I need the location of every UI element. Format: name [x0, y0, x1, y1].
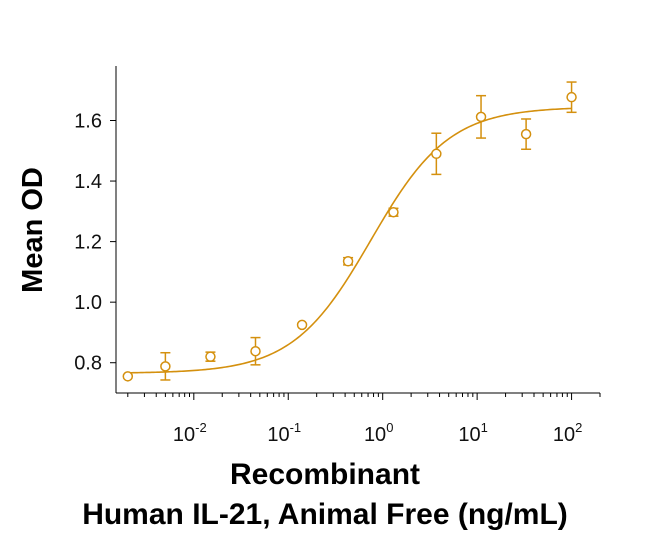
y-tick-label: 1.2: [74, 232, 102, 254]
data-point: [520, 118, 532, 151]
data-point: [122, 371, 134, 382]
x-axis-title-line2: Human IL-21, Animal Free (ng/mL): [82, 498, 568, 531]
data-point: [296, 319, 308, 331]
x-tick-label: 102: [553, 420, 582, 446]
data-point: [250, 336, 261, 366]
x-tick-label: 100: [364, 420, 393, 446]
x-axis-title-line1: Recombinant: [229, 458, 421, 491]
data-point: [475, 94, 487, 139]
x-tick-label: 10-2: [173, 420, 207, 446]
data-point: [205, 351, 216, 362]
data-marker: [520, 128, 532, 140]
data-marker: [342, 256, 354, 267]
y-tick-label: 1.0: [74, 292, 102, 314]
data-marker: [160, 361, 171, 372]
data-marker: [431, 148, 442, 160]
y-tick-label: 1.4: [74, 171, 102, 193]
data-point: [388, 206, 399, 218]
y-tick-label: 0.8: [74, 353, 102, 375]
data-marker: [296, 319, 308, 331]
y-axis-title: Mean OD: [17, 167, 49, 293]
x-tick-label: 101: [458, 420, 487, 446]
axes: [115, 66, 600, 394]
data-marker: [388, 206, 399, 218]
fit-curve-group: [127, 107, 572, 374]
x-tick-label: 10-1: [267, 420, 301, 446]
data-point: [160, 351, 171, 381]
data-marker: [566, 91, 577, 103]
data-marker: [475, 111, 487, 123]
data-point: [342, 256, 354, 267]
data-marker: [122, 371, 134, 382]
data-points: [122, 81, 577, 382]
y-tick-label: 1.6: [74, 111, 102, 133]
data-marker: [205, 351, 216, 362]
data-point: [431, 132, 442, 176]
fit-curve: [127, 107, 572, 374]
ticks: 0.8 1.0 1.2 1.4 1.6 10-2 10-1 100 101 102: [74, 111, 601, 446]
data-marker: [250, 345, 261, 357]
data-point: [566, 81, 577, 114]
